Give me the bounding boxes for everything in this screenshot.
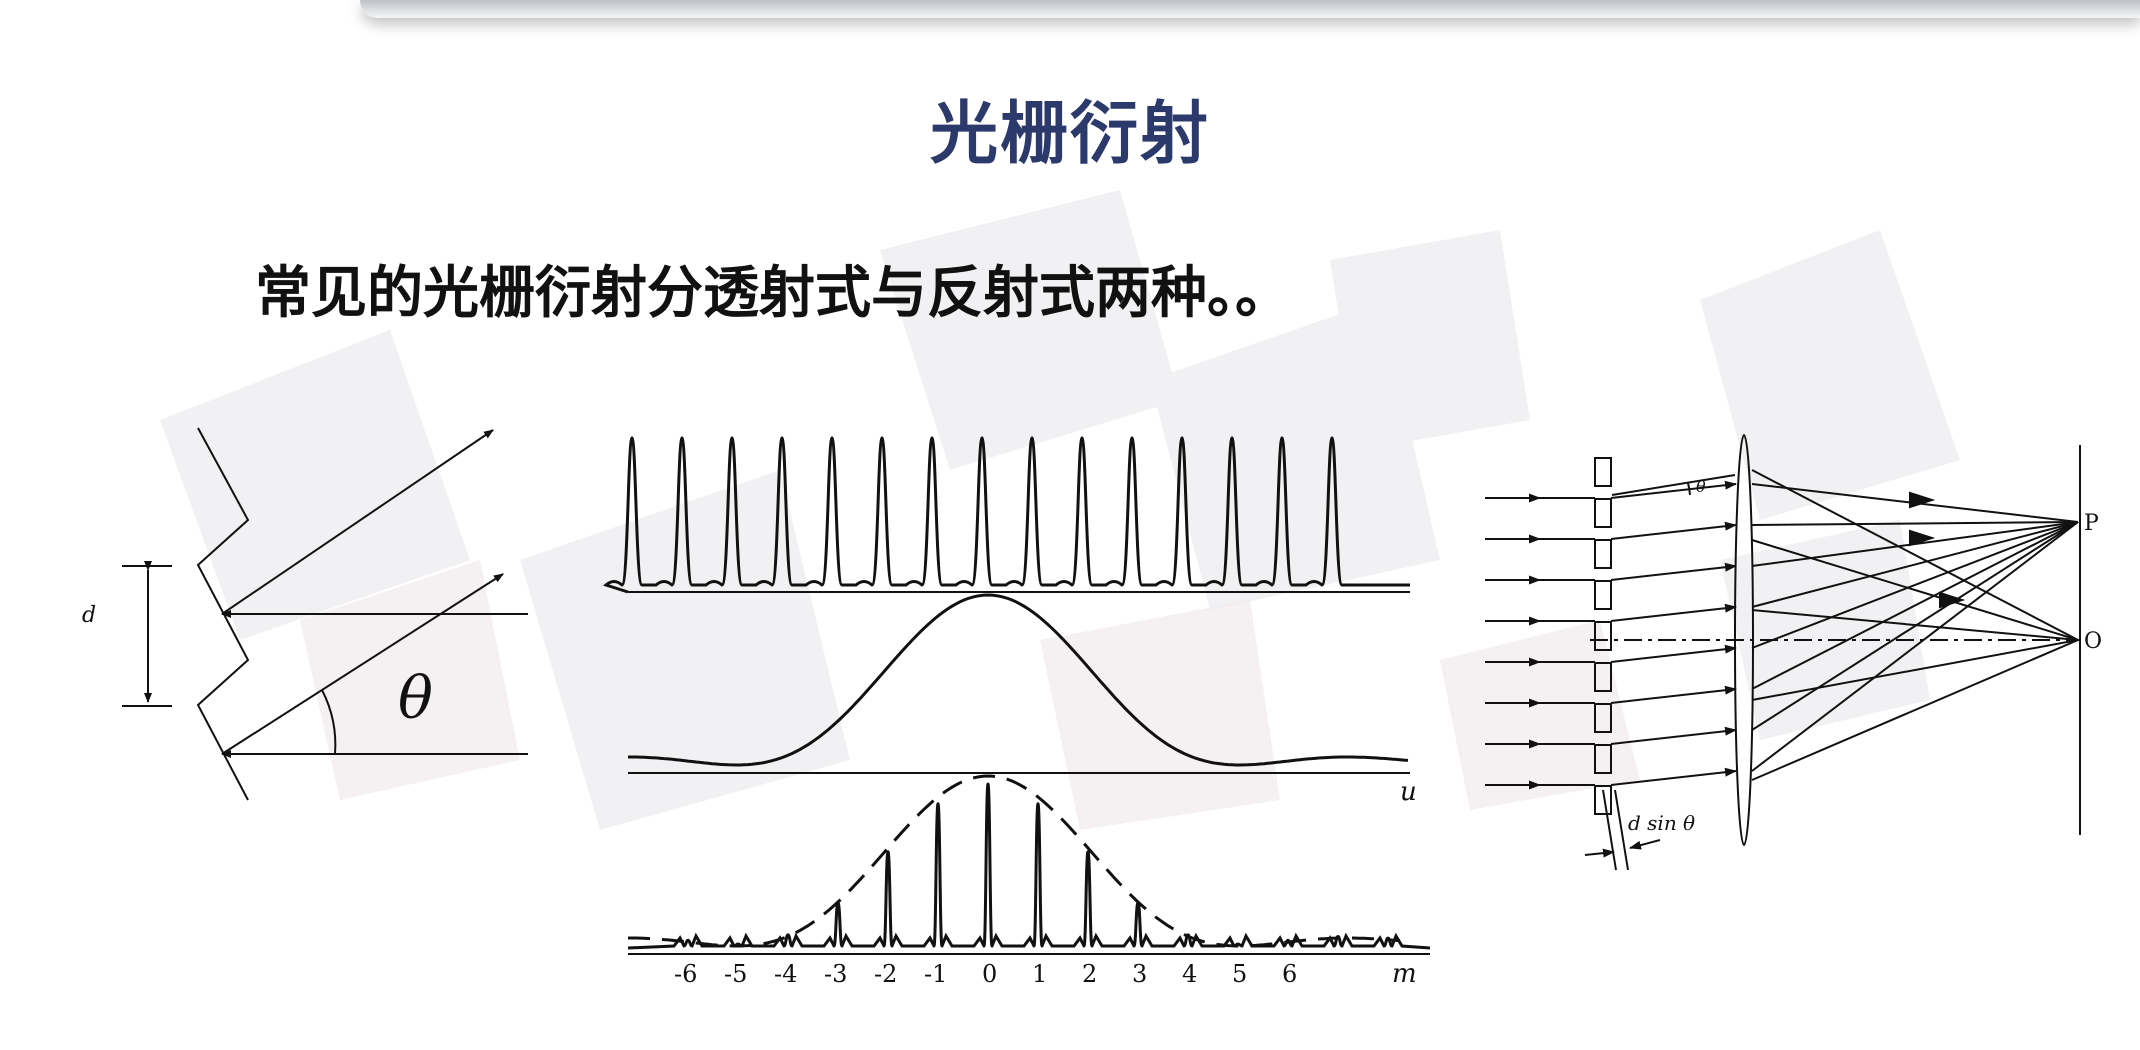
order-label: 5 xyxy=(1232,960,1247,988)
path-difference-arrow-left xyxy=(1584,848,1615,858)
grating-envelope xyxy=(628,774,1401,948)
focused-ray-o xyxy=(1751,609,2079,641)
theta-arc xyxy=(1687,482,1691,496)
slit xyxy=(1594,498,1612,528)
order-label: 3 xyxy=(1132,960,1147,988)
refracted-rays xyxy=(1610,469,2079,786)
theta-label: θ xyxy=(1696,477,1706,496)
slit xyxy=(1594,744,1612,774)
order-label: -4 xyxy=(774,960,797,988)
slit xyxy=(1594,539,1612,569)
diffracted-ray xyxy=(1610,603,1737,622)
diffracted-ray xyxy=(1610,767,1737,786)
diffracted-ray xyxy=(1610,644,1737,663)
order-label: -5 xyxy=(724,960,747,988)
slide-title: 光栅衍射 xyxy=(929,95,1210,174)
grating-slits xyxy=(1594,457,1612,815)
order-label: 0 xyxy=(982,960,997,988)
angle-label: θ xyxy=(398,664,433,732)
axis-m-label: m xyxy=(1392,959,1417,989)
diffracted-ray xyxy=(1610,685,1737,704)
order-label: -6 xyxy=(674,960,697,988)
spacing-label: d xyxy=(82,603,96,628)
slit xyxy=(1594,580,1612,610)
top-banner-shadow xyxy=(360,0,2140,18)
order-label: 2 xyxy=(1082,960,1097,988)
slit xyxy=(1594,785,1612,815)
slit xyxy=(1594,662,1612,692)
point-p-label: P xyxy=(2084,511,2099,536)
focused-ray-p xyxy=(1751,521,2079,526)
path-difference-arrow-right xyxy=(1629,839,1661,850)
point-o-label: O xyxy=(2084,629,2102,654)
focused-ray-p xyxy=(1751,521,2079,772)
diffracted-ray xyxy=(1610,562,1737,581)
path-difference-line xyxy=(1614,789,1629,871)
ray-arrowhead xyxy=(1909,529,1936,547)
focused-ray-p xyxy=(1751,521,2079,608)
order-labels: -6 -5 -4 -3 -2 -1 0 1 2 3 4 5 6 xyxy=(674,960,1297,988)
theta-indicator-ray xyxy=(1611,474,1736,496)
order-label: 6 xyxy=(1282,960,1297,988)
diffracted-ray-upper xyxy=(221,429,494,615)
angle-arc xyxy=(321,689,337,755)
path-difference-label: d sin θ xyxy=(1628,811,1695,835)
slit xyxy=(1594,457,1612,487)
slit xyxy=(1594,621,1612,651)
focused-ray-o xyxy=(1751,639,2079,781)
lens xyxy=(1734,434,1754,846)
focused-ray-o xyxy=(1751,639,2079,701)
diffracted-ray-lower xyxy=(221,573,504,755)
order-label: 4 xyxy=(1182,960,1197,988)
slit xyxy=(1594,703,1612,733)
focused-ray-o xyxy=(1751,469,2079,641)
order-label: 1 xyxy=(1032,960,1047,988)
focused-ray-p xyxy=(1751,521,2079,649)
diffracted-ray xyxy=(1610,726,1737,745)
grating-curve xyxy=(627,782,1431,950)
diffracted-ray xyxy=(1610,521,1737,540)
order-label: -2 xyxy=(874,960,897,988)
order-label: -3 xyxy=(824,960,847,988)
focused-ray-o xyxy=(1751,539,2079,641)
order-label: -1 xyxy=(924,960,947,988)
axis-u-label: u xyxy=(1400,777,1417,807)
slide-subtitle: 常见的光栅衍射分透射式与反射式两种。。 xyxy=(255,261,1291,326)
interference-curve xyxy=(603,436,1410,594)
single-slit-curve xyxy=(628,593,1409,767)
incident-rays xyxy=(1485,493,1595,790)
ray-arrowhead xyxy=(1939,591,1966,609)
ray-arrowhead xyxy=(1909,491,1936,509)
path-difference-line-2 xyxy=(1602,789,1617,871)
diffracted-ray xyxy=(1610,480,1737,499)
focused-ray-p xyxy=(1751,521,2079,690)
